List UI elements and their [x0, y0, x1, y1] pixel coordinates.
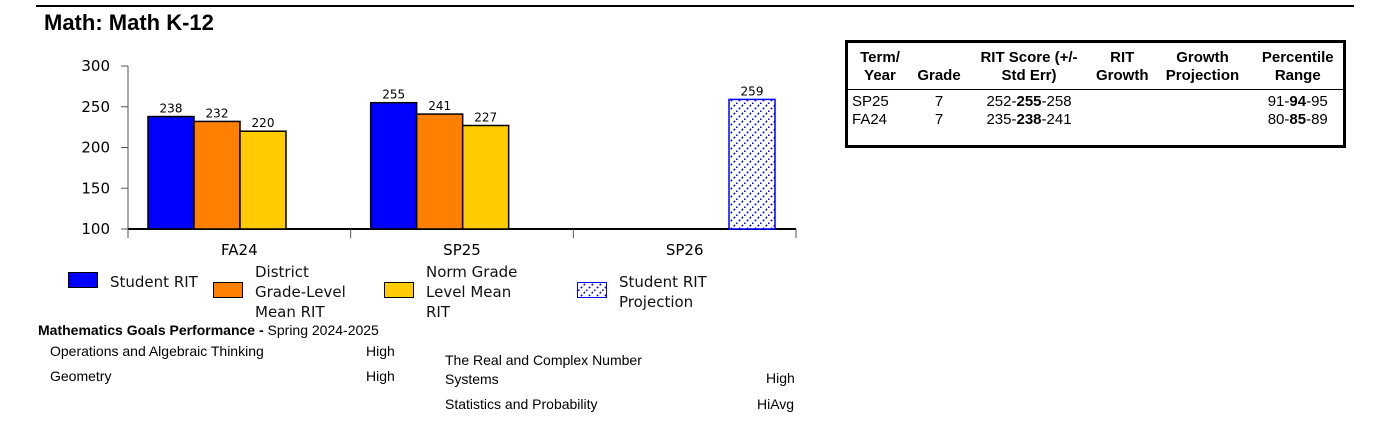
goal-level: High: [766, 370, 795, 386]
legend-swatch-norm-mean: [384, 282, 414, 298]
goal-level: High: [366, 343, 395, 359]
cell-rit-score: 235-238-241: [986, 111, 1072, 128]
y-tick-label: 250: [81, 98, 110, 116]
bar-value-label: 259: [741, 84, 764, 98]
bar: [369, 101, 418, 230]
y-tick-label: 300: [81, 57, 110, 75]
cell-grade: 7: [934, 93, 944, 110]
legend-label-student-rit: Student RIT: [110, 273, 198, 291]
table-header-row: Term/ Year Grade RIT Score (+/- Std Err)…: [848, 43, 1343, 90]
cell-rit-growth: [1092, 111, 1152, 129]
y-tick-label: 100: [81, 220, 110, 238]
rit-score-table: Term/ Year Grade RIT Score (+/- Std Err)…: [848, 43, 1343, 129]
table-row: SP25 7 252-255-258 91-94-95: [848, 90, 1343, 112]
goal-name: Geometry: [50, 368, 112, 384]
rit-score-table-box: Term/ Year Grade RIT Score (+/- Std Err)…: [845, 40, 1346, 148]
cell-growth-projection: [1152, 90, 1252, 112]
col-header-rit-growth: RIT Growth: [1092, 43, 1153, 90]
legend-swatch-student-rit: [68, 272, 98, 288]
cell-rit-score: 252-255-258: [986, 93, 1072, 110]
legend-label-rit-projection: Student RIT Projection: [619, 273, 707, 311]
bar-value-label: 227: [474, 110, 497, 124]
goals-heading-term: Spring 2024-2025: [267, 322, 379, 338]
cell-percentile-range: 91-94-95: [1267, 93, 1328, 110]
bar: [415, 113, 464, 230]
bar-value-label: 241: [428, 99, 451, 113]
bar: [728, 98, 776, 230]
y-tick-label: 200: [81, 139, 110, 157]
y-tick-label: 150: [81, 179, 110, 197]
x-tick-label: SP26: [666, 241, 704, 259]
bar: [193, 120, 241, 230]
col-header-growth-projection: Growth Projection: [1152, 43, 1253, 90]
goal-name: The Real and Complex Number Systems: [445, 352, 642, 387]
col-header-percentile-range: Percentile Range: [1252, 43, 1343, 90]
goal-level: HiAvg: [757, 396, 795, 412]
legend-swatch-rit-projection: [577, 282, 607, 298]
goal-level: High: [366, 368, 395, 384]
bar: [461, 124, 510, 230]
legend-label-norm-mean: Norm Grade Level Mean RIT: [426, 263, 518, 321]
bar-value-label: 220: [252, 116, 275, 130]
col-header-grade: Grade: [912, 43, 966, 90]
bar: [147, 115, 195, 230]
col-header-term: Term/ Year: [848, 43, 912, 90]
rit-bar-chart: 100 150 200 250 300 FA24 SP25 SP26 238 232 220 255 2…: [81, 57, 797, 259]
legend-swatch-district-mean: [213, 282, 243, 298]
top-rule: [36, 5, 1354, 7]
goals-heading-bold: Mathematics Goals Performance -: [38, 322, 268, 338]
col-header-rit-score: RIT Score (+/- Std Err): [966, 43, 1092, 90]
goal-name: Statistics and Probability: [445, 396, 598, 412]
cell-term: FA24: [852, 111, 888, 128]
bar-value-label: 232: [206, 106, 229, 120]
x-tick-label: FA24: [221, 241, 258, 259]
legend-label-district-mean: District Grade-Level Mean RIT: [255, 263, 346, 321]
bar-value-label: 238: [160, 102, 183, 116]
table-row: FA24 7 235-238-241 80-85-89: [848, 111, 1343, 129]
goals-heading: Mathematics Goals Performance - Spring 2…: [38, 322, 379, 338]
page-title: Math: Math K-12: [44, 10, 214, 35]
cell-grade: 7: [934, 111, 944, 128]
x-tick-label: SP25: [443, 241, 481, 259]
cell-rit-growth: [1092, 90, 1152, 112]
cell-percentile-range: 80-85-89: [1267, 111, 1328, 128]
bar-value-label: 255: [382, 88, 405, 102]
cell-term: SP25: [852, 93, 889, 110]
bar: [239, 130, 287, 230]
goal-name: Operations and Algebraic Thinking: [50, 343, 264, 359]
cell-growth-projection: [1152, 111, 1252, 129]
